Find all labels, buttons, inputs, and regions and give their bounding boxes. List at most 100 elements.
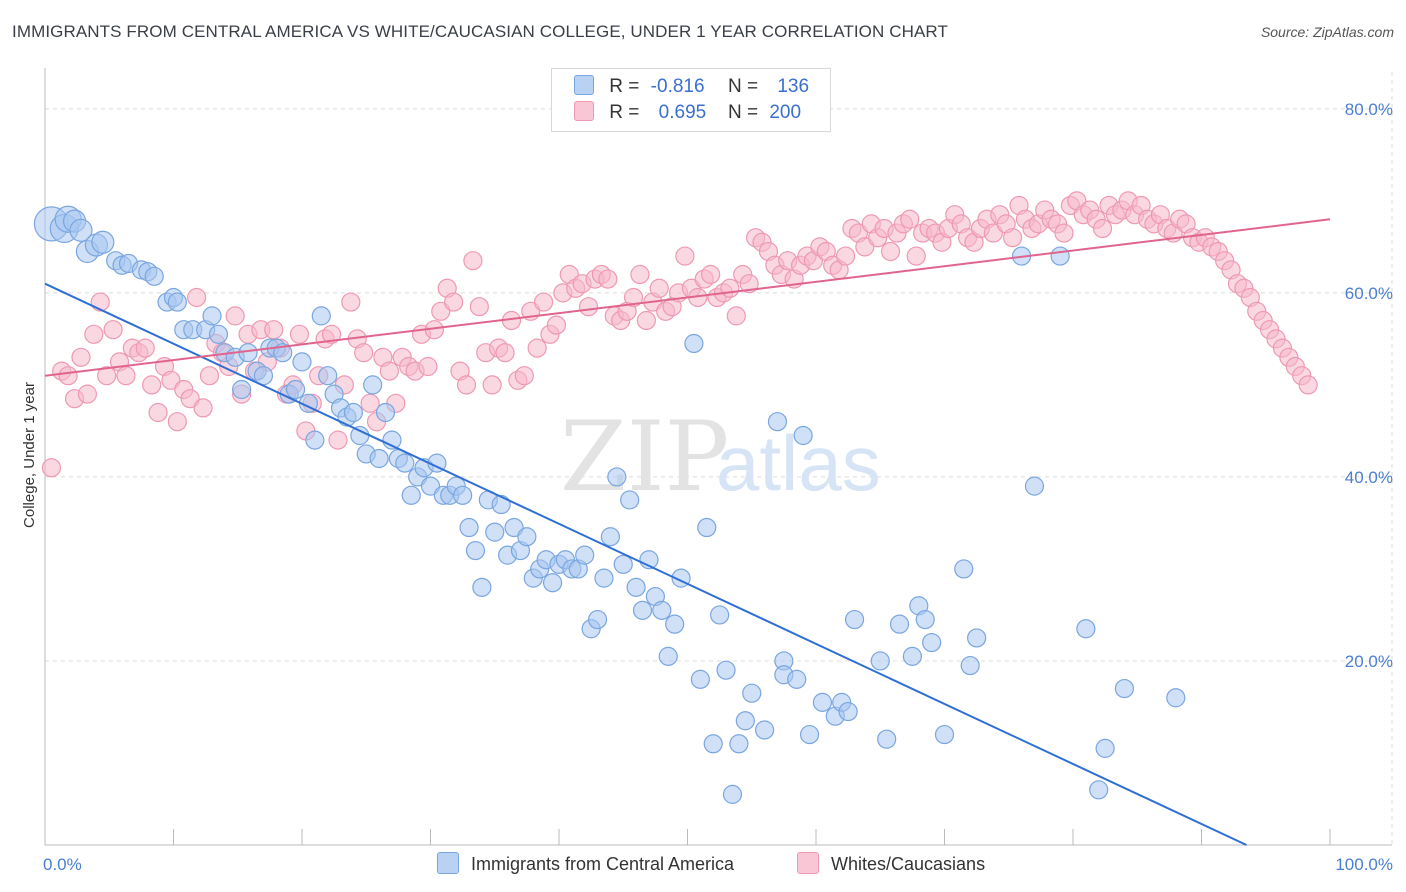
series-label-central-america: Immigrants from Central America — [471, 854, 735, 874]
whites-caucasians-point — [630, 264, 650, 285]
central-america-point — [311, 306, 331, 326]
whites-caucasians-point — [456, 375, 477, 395]
central-america-point — [710, 605, 730, 625]
whites-caucasians-point — [726, 306, 746, 326]
whites-caucasians-point — [321, 324, 342, 344]
central-america-point — [465, 540, 486, 561]
y-axis-title: College, Under 1 year — [21, 382, 38, 528]
watermark-zip: ZIP — [560, 401, 729, 513]
central-america-point — [491, 494, 511, 515]
y-tick-label: 40.0% — [1345, 468, 1393, 487]
central-america-point — [369, 448, 389, 469]
y-tick-label: 20.0% — [1345, 652, 1393, 671]
central-america-point — [208, 324, 229, 344]
central-america-point — [375, 402, 396, 423]
central-america-point — [799, 724, 820, 745]
central-america-point — [232, 379, 252, 400]
central-america-point — [472, 577, 492, 597]
tick-labels: 20.0% 40.0% 60.0% 80.0% 0.0% 100.0% — [43, 100, 1393, 874]
whites-caucasians-point — [135, 338, 155, 358]
whites-caucasians-point — [193, 398, 213, 418]
x-tick-label-max: 100.0% — [1335, 855, 1393, 874]
whites-caucasians-point — [90, 292, 110, 312]
whites-caucasians-point — [495, 343, 515, 363]
central-america-point — [812, 692, 833, 712]
legend-n-value: 200 — [769, 102, 802, 123]
central-america-point — [735, 711, 755, 731]
central-america-point — [754, 720, 775, 740]
central-america-point — [292, 352, 312, 372]
whites-caucasians-point — [469, 297, 489, 317]
central-america-point — [632, 600, 653, 620]
central-america-point — [613, 554, 633, 574]
central-america-point — [542, 573, 563, 593]
central-america-point — [607, 467, 627, 487]
central-america-point — [395, 453, 415, 473]
x-tick-label-min: 0.0% — [43, 855, 82, 874]
central-america-point — [594, 568, 614, 588]
central-america-point — [343, 402, 363, 423]
central-america-point — [1050, 246, 1070, 266]
central-america-point — [787, 669, 807, 689]
watermark: ZIP atlas — [560, 401, 881, 513]
whites-caucasians-point — [354, 343, 374, 363]
legend-r-label: R = — [609, 76, 640, 97]
central-america-point — [485, 522, 505, 542]
central-america-point — [587, 609, 608, 630]
whites-caucasians-point — [77, 384, 98, 404]
central-america-point — [665, 614, 685, 634]
legend-n-label: N = — [727, 76, 759, 97]
whites-caucasians-point — [533, 292, 554, 312]
y-tick-label: 60.0% — [1345, 284, 1393, 303]
whites-caucasians-point — [623, 287, 644, 308]
whites-caucasians-point — [880, 241, 901, 262]
whites-caucasians-point — [289, 324, 310, 344]
whites-caucasians-point — [199, 366, 220, 386]
central-america-point — [902, 646, 922, 666]
central-america-point — [729, 734, 749, 754]
central-america-point — [620, 490, 640, 510]
central-america-point — [453, 485, 473, 505]
central-america-point — [844, 609, 865, 630]
central-america-point — [838, 701, 858, 722]
y-tick-label: 80.0% — [1345, 100, 1393, 119]
whites-caucasians-point — [264, 320, 284, 340]
central-america-point — [1095, 738, 1115, 758]
central-america-point — [960, 655, 980, 676]
central-america-point — [626, 577, 646, 597]
central-america-point — [1089, 780, 1109, 800]
central-america-point — [91, 230, 115, 254]
whites-caucasians-point — [1298, 375, 1318, 395]
whites-caucasians-point — [720, 278, 740, 298]
central-america-point — [697, 517, 717, 538]
series-label-whites: Whites/Caucasians — [831, 854, 986, 874]
whites-caucasians-point — [41, 458, 62, 478]
central-america-point — [793, 425, 813, 446]
trendline-whites — [44, 218, 1331, 377]
whites-caucasians-point — [649, 278, 669, 298]
whites-caucasians-point — [225, 306, 245, 326]
central-america-point — [690, 669, 710, 689]
central-america-point — [517, 527, 537, 547]
whites-caucasians-point — [906, 246, 926, 266]
central-america-point — [658, 646, 678, 666]
whites-caucasians-point — [598, 269, 618, 289]
legend-r-value: 0.695 — [658, 102, 707, 123]
chart-title: IMMIGRANTS FROM CENTRAL AMERICA VS WHITE… — [12, 22, 948, 41]
central-america-points — [33, 205, 1186, 804]
central-america-point — [575, 545, 595, 565]
whites-caucasians-point — [328, 430, 348, 450]
central-america-point — [967, 628, 987, 648]
central-america-point — [922, 632, 942, 653]
whites-caucasians-point — [116, 366, 136, 386]
central-america-point — [305, 430, 325, 450]
central-america-point — [202, 306, 222, 326]
whites-caucasians-point — [482, 375, 502, 395]
central-america-point — [889, 614, 910, 634]
legend-swatch-blue — [574, 75, 594, 95]
whites-caucasians-point — [514, 366, 534, 386]
whites-caucasians-point — [103, 320, 123, 340]
legend-row-whites: R = 0.695 N = 200 — [574, 101, 801, 127]
